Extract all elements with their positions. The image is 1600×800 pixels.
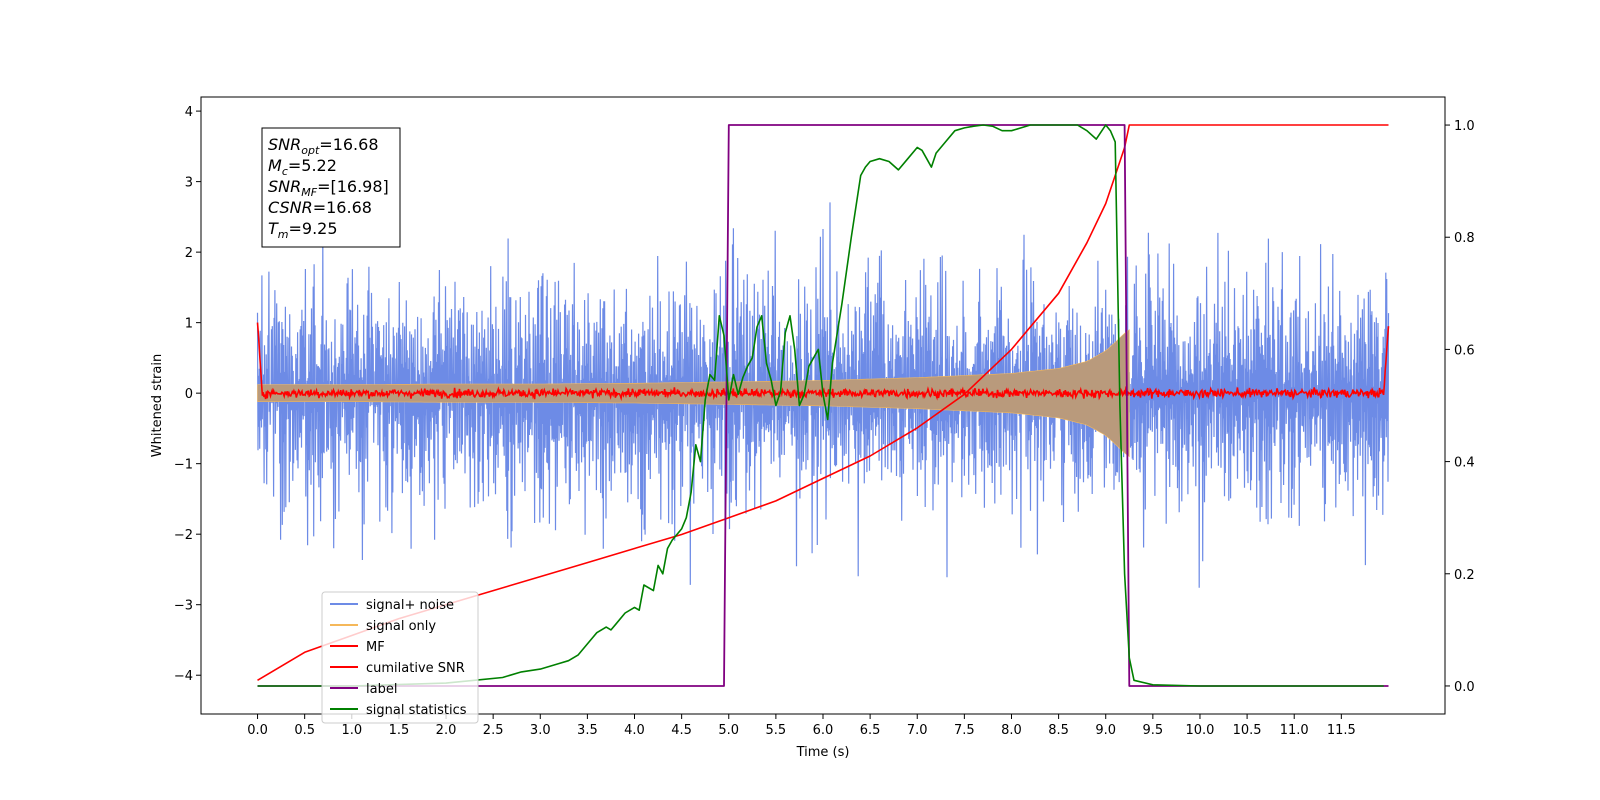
x-tick-label: 1.0: [341, 723, 362, 738]
legend-label: signal only: [366, 619, 436, 634]
info-line: Tm=9.25: [268, 219, 338, 241]
x-tick-label: 1.5: [389, 723, 410, 738]
x-tick-label: 8.5: [1048, 723, 1069, 738]
x-tick-label: 0.0: [247, 723, 268, 738]
y-tick-label: 3: [185, 176, 193, 191]
legend-label: signal+ noise: [366, 598, 454, 613]
y2-tick-label: 0.8: [1454, 231, 1475, 246]
y-tick-label: −4: [174, 669, 193, 684]
info-box: [261, 127, 401, 248]
info-line: CSNR=16.68: [268, 198, 372, 217]
y-tick-label: 2: [185, 246, 193, 261]
y2-tick-label: 0.6: [1454, 343, 1475, 358]
info-line: SNRMF=[16.98]: [268, 177, 389, 199]
x-tick-label: 9.5: [1143, 723, 1164, 738]
x-tick-label: 4.5: [671, 723, 692, 738]
legend-label: signal statistics: [366, 703, 467, 718]
info-line: Mc=5.22: [268, 156, 337, 178]
x-tick-label: 9.0: [1095, 723, 1116, 738]
y-tick-label: −3: [174, 599, 193, 614]
y2-tick-label: 0.2: [1454, 568, 1475, 583]
y2-tick-label: 1.0: [1454, 119, 1475, 134]
info-line: SNRopt=16.68: [268, 135, 379, 157]
y-tick-label: −1: [174, 458, 193, 473]
y-tick-label: 0: [185, 387, 193, 402]
x-tick-label: 11.5: [1327, 723, 1356, 738]
y-tick-label: 1: [185, 317, 193, 332]
x-tick-label: 8.0: [1001, 723, 1022, 738]
x-tick-label: 5.5: [766, 723, 787, 738]
x-tick-label: 10.0: [1185, 723, 1214, 738]
x-tick-label: 5.0: [718, 723, 739, 738]
x-tick-label: 3.0: [530, 723, 551, 738]
y-tick-label: −2: [174, 528, 193, 543]
legend-label: MF: [366, 640, 385, 655]
x-tick-label: 4.0: [624, 723, 645, 738]
x-tick-label: 6.5: [860, 723, 881, 738]
y2-tick-label: 0.0: [1454, 680, 1475, 695]
series-signal-noise-line: [256, 202, 1390, 588]
y-tick-label: 4: [185, 105, 193, 120]
x-tick-label: 0.5: [294, 723, 315, 738]
x-tick-label: 6.0: [813, 723, 834, 738]
x-axis-title: Time (s): [796, 745, 850, 760]
series-signal-statistics-line: [257, 124, 1384, 687]
legend-label: label: [366, 682, 397, 697]
y2-tick-label: 0.4: [1454, 456, 1475, 471]
x-tick-label: 7.5: [954, 723, 975, 738]
legend-label: cumilative SNR: [366, 661, 465, 676]
x-tick-label: 2.0: [436, 723, 457, 738]
legend: [321, 591, 479, 724]
x-tick-label: 7.0: [907, 723, 928, 738]
x-tick-label: 3.5: [577, 723, 598, 738]
x-tick-label: 10.5: [1233, 723, 1262, 738]
x-tick-label: 2.5: [483, 723, 504, 738]
x-tick-label: 11.0: [1280, 723, 1309, 738]
y-axis-title: Whitened strain: [150, 354, 165, 457]
